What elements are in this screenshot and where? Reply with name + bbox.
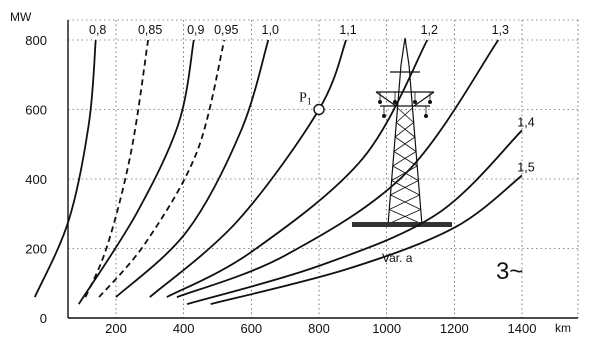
- insulator-icon: [413, 100, 417, 104]
- insulator-icon: [378, 100, 382, 104]
- curve-label: 1,1: [339, 23, 356, 37]
- tower-part: [400, 37, 406, 66]
- insulator-icon: [393, 100, 397, 104]
- tower-part: [404, 37, 410, 66]
- tower-part: [393, 151, 418, 167]
- tower-part: [389, 194, 420, 210]
- tower-part: [408, 64, 423, 226]
- curve-1-5: [210, 174, 523, 305]
- tower-part: [413, 91, 435, 107]
- tower-part: [397, 107, 414, 123]
- curve-label: 1,5: [517, 161, 534, 175]
- curves: [33, 39, 523, 305]
- y-tick-label: 400: [25, 172, 47, 187]
- x-tick-label: 200: [105, 321, 127, 336]
- curve-label: 1,2: [421, 23, 438, 37]
- point-p1-marker: [313, 103, 325, 116]
- tower-part: [390, 180, 419, 196]
- curve-label: 1,0: [262, 23, 279, 37]
- tower-part: [394, 122, 414, 138]
- curve-label: 0,8: [89, 23, 106, 37]
- y-tick-label: 200: [25, 242, 47, 257]
- three-phase-label: 3~: [496, 258, 523, 285]
- x-unit-label: km: [555, 321, 571, 335]
- y-unit-label: MW: [10, 10, 32, 24]
- y-tick-label: 600: [25, 103, 47, 118]
- point-p1-label: P1: [299, 91, 312, 108]
- curve-label: 0,85: [138, 23, 162, 37]
- curve-label: 0,95: [214, 23, 238, 37]
- tower-part: [391, 165, 418, 181]
- x-tick-label: 1400: [508, 321, 537, 336]
- y-tick-label: 0: [40, 311, 47, 326]
- axes: [67, 20, 578, 319]
- insulator-icon: [428, 100, 432, 104]
- tower-part: [375, 91, 397, 107]
- tower-part: [387, 209, 421, 225]
- tower-part: [396, 122, 416, 138]
- curve-label: 0,9: [187, 23, 204, 37]
- transmission-tower-illustration: [352, 37, 452, 227]
- insulator-icon: [424, 114, 428, 118]
- x-tick-label: 800: [308, 321, 330, 336]
- tower-part: [394, 136, 417, 152]
- insulator-icon: [382, 114, 386, 118]
- variant-label: Var. a: [382, 251, 413, 265]
- curve-1-2: [166, 39, 429, 298]
- y-tick-label: 800: [25, 33, 47, 48]
- tower-part: [389, 209, 423, 225]
- tower-part: [387, 64, 402, 226]
- tower-base: [352, 222, 452, 227]
- tower-part: [393, 136, 416, 152]
- curve-label: 1,3: [492, 23, 509, 37]
- curve-0-95: [98, 39, 226, 298]
- curve-0-85: [84, 39, 149, 298]
- tower-part: [390, 194, 421, 210]
- x-tick-label: 1200: [440, 321, 469, 336]
- tower-part: [392, 151, 417, 167]
- labels: 200 400 600 800 1000 1200 1400 0 200 400 600 800 0,8…: [25, 23, 536, 336]
- curve-1-3: [176, 39, 500, 298]
- x-tick-label: 1000: [372, 321, 401, 336]
- x-tick-label: 600: [240, 321, 262, 336]
- curve-0-8: [33, 39, 97, 298]
- x-tick-label: 400: [173, 321, 195, 336]
- curve-1-0: [115, 39, 270, 298]
- curve-1-1: [149, 39, 347, 298]
- curve-1-4: [186, 129, 523, 305]
- curve-label: 1,4: [517, 115, 534, 129]
- grid: [68, 19, 579, 318]
- tower-part: [396, 107, 413, 123]
- curve-0-9: [78, 39, 195, 305]
